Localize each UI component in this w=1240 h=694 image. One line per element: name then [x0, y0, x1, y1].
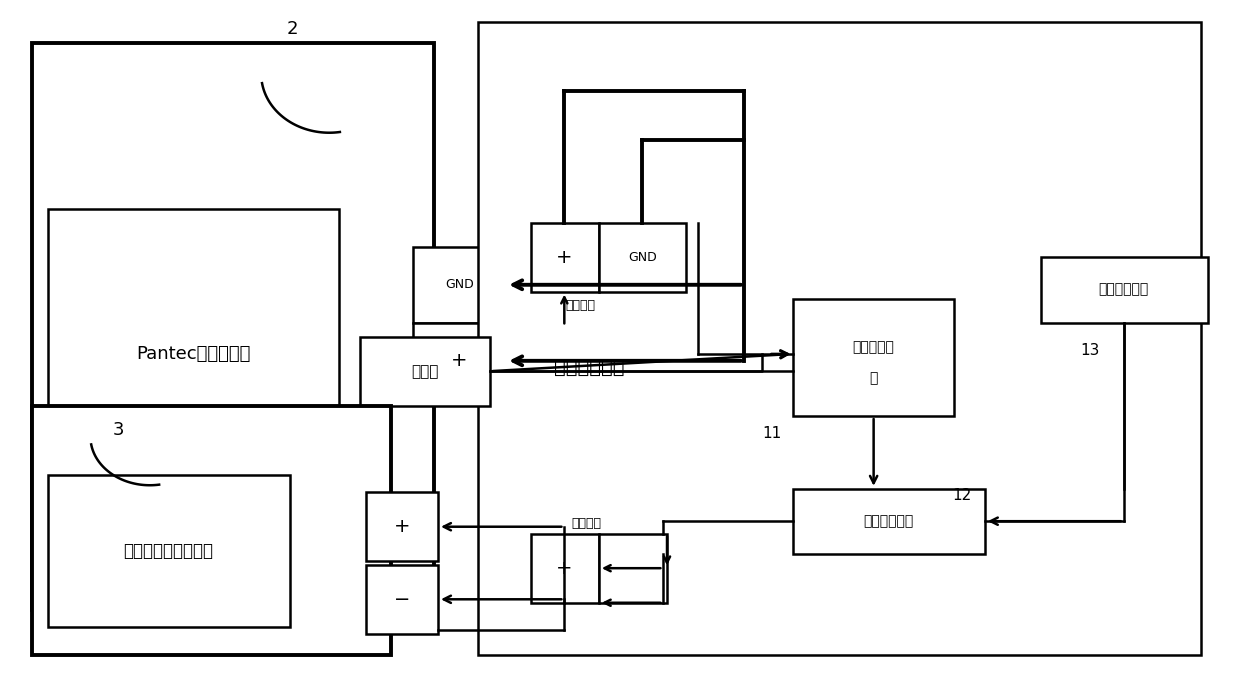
Text: +: + — [556, 248, 573, 266]
Text: 差分信号电路: 差分信号电路 — [863, 514, 914, 528]
Text: +: + — [394, 517, 410, 536]
Bar — [477, 22, 1202, 654]
Text: 3: 3 — [113, 421, 125, 439]
Bar — [48, 209, 340, 499]
Bar — [413, 247, 506, 323]
Text: 脉冲信号: 脉冲信号 — [565, 299, 595, 312]
Text: 米铱光学测头传感器: 米铱光学测头传感器 — [124, 542, 213, 560]
Bar — [599, 223, 686, 291]
Text: 块: 块 — [869, 371, 878, 385]
Text: 12: 12 — [952, 488, 971, 503]
Bar — [1040, 257, 1208, 323]
Text: Pantec多轴控制器: Pantec多轴控制器 — [136, 345, 250, 363]
Bar — [794, 489, 985, 555]
Bar — [531, 534, 599, 603]
Bar — [413, 323, 506, 399]
Text: GND: GND — [445, 278, 474, 291]
Text: −: − — [624, 559, 641, 577]
Text: +: + — [556, 559, 573, 577]
Bar — [366, 565, 438, 634]
Text: GND: GND — [627, 251, 657, 264]
Bar — [366, 492, 438, 561]
Text: 信号源: 信号源 — [410, 364, 438, 379]
Text: 同步信号电路: 同步信号电路 — [554, 358, 624, 378]
Text: 13: 13 — [1080, 343, 1100, 358]
Text: 2: 2 — [286, 20, 298, 38]
Text: −: − — [394, 590, 410, 609]
Bar — [32, 406, 391, 654]
Bar — [32, 43, 434, 609]
Text: +: + — [451, 351, 467, 371]
Text: 差分信号: 差分信号 — [572, 517, 601, 530]
Bar — [599, 534, 667, 603]
Text: 电源转换电路: 电源转换电路 — [1099, 282, 1148, 296]
Bar — [531, 223, 599, 291]
Text: 11: 11 — [763, 426, 781, 441]
Bar — [794, 298, 954, 416]
Text: 光电耦合模: 光电耦合模 — [853, 340, 894, 354]
Bar — [48, 475, 290, 627]
Bar — [360, 337, 490, 406]
